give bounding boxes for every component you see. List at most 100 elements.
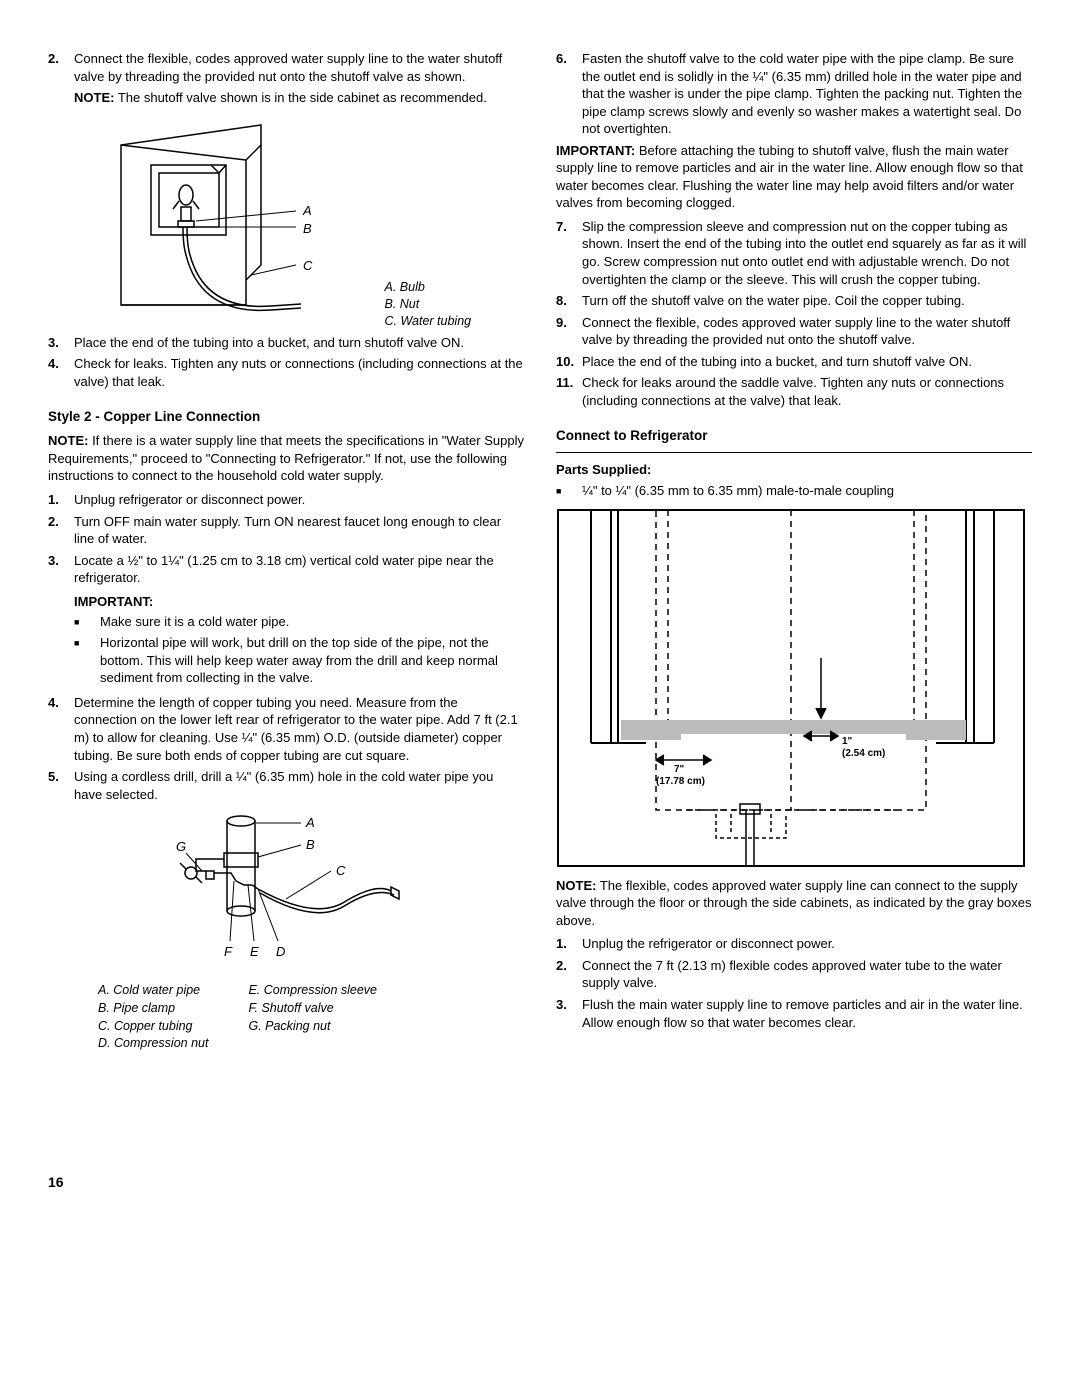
left-steps-top: 2. Connect the flexible, codes approved … xyxy=(48,50,524,85)
important-bullets: Make sure it is a cold water pipe. Horiz… xyxy=(74,613,524,687)
list-item: 5.Using a cordless drill, drill a ¼" (6.… xyxy=(48,768,524,803)
right-note: NOTE: The flexible, codes approved water… xyxy=(556,877,1032,930)
important-label: IMPORTANT: xyxy=(556,143,635,158)
parts-title: Parts Supplied: xyxy=(556,461,1032,479)
step-num: 2. xyxy=(48,50,74,85)
step-text: Turn OFF main water supply. Turn ON near… xyxy=(74,513,524,548)
step-num: 4. xyxy=(48,355,74,390)
step-2: 2. Connect the flexible, codes approved … xyxy=(48,50,524,85)
style2-title: Style 2 - Copper Line Connection xyxy=(48,408,524,426)
svg-text:(2.54 cm): (2.54 cm) xyxy=(842,748,885,759)
parts-bullets: ¼" to ¼" (6.35 mm to 6.35 mm) male-to-ma… xyxy=(556,482,1032,500)
legend-col-right: E. Compression sleeve F. Shutoff valve G… xyxy=(248,982,377,1054)
page: 2. Connect the flexible, codes approved … xyxy=(48,50,1032,1192)
list-item: 10.Place the end of the tubing into a bu… xyxy=(556,353,1032,371)
page-number: 16 xyxy=(48,1173,524,1192)
list-item: 11.Check for leaks around the saddle val… xyxy=(556,374,1032,409)
figure-2-legend: A. Cold water pipe B. Pipe clamp C. Copp… xyxy=(98,982,524,1054)
step-4: 4. Check for leaks. Tighten any nuts or … xyxy=(48,355,524,390)
right-column: 6.Fasten the shutoff valve to the cold w… xyxy=(556,50,1032,1192)
legend-line: A. Cold water pipe xyxy=(98,982,208,999)
left-column: 2. Connect the flexible, codes approved … xyxy=(48,50,524,1192)
section-rule xyxy=(556,452,1032,453)
legend-line: B. Pipe clamp xyxy=(98,1000,208,1017)
step-num: 2. xyxy=(556,957,582,992)
note-text: The flexible, codes approved water suppl… xyxy=(556,878,1032,928)
svg-text:F: F xyxy=(224,944,233,959)
list-item: 1.Unplug the refrigerator or disconnect … xyxy=(556,935,1032,953)
legend-line: E. Compression sleeve xyxy=(248,982,377,999)
step-text: Using a cordless drill, drill a ¼" (6.35… xyxy=(74,768,524,803)
step-num: 3. xyxy=(556,996,582,1031)
list-item: 2.Connect the 7 ft (2.13 m) flexible cod… xyxy=(556,957,1032,992)
legend-line: D. Compression nut xyxy=(98,1035,208,1052)
step-text: Determine the length of copper tubing yo… xyxy=(74,694,524,764)
step-text: Place the end of the tubing into a bucke… xyxy=(582,353,1032,371)
note-label: NOTE: xyxy=(74,90,114,105)
bullet-item: ¼" to ¼" (6.35 mm to 6.35 mm) male-to-ma… xyxy=(556,482,1032,500)
step-num: 2. xyxy=(48,513,74,548)
figure-3: 1" (2.54 cm) 7" (17.78 cm) xyxy=(556,508,1032,873)
list-item: 3.Locate a ½" to 1¼" (1.25 cm to 3.18 cm… xyxy=(48,552,524,690)
list-item: 9.Connect the flexible, codes approved w… xyxy=(556,314,1032,349)
fig1-label-a: A xyxy=(302,203,312,218)
style2-note: NOTE: If there is a water supply line th… xyxy=(48,432,524,485)
caption-line: B. Nut xyxy=(385,296,472,313)
step-text: Unplug refrigerator or disconnect power. xyxy=(74,491,524,509)
step-num: 3. xyxy=(48,552,74,690)
step-text: Connect the flexible, codes approved wat… xyxy=(74,50,524,85)
step-text: Check for leaks. Tighten any nuts or con… xyxy=(74,355,524,390)
legend-line: C. Copper tubing xyxy=(98,1018,208,1035)
step-num: 3. xyxy=(48,334,74,352)
note-text: The shutoff valve shown is in the side c… xyxy=(114,90,486,105)
svg-text:B: B xyxy=(306,837,315,852)
list-item: 3.Flush the main water supply line to re… xyxy=(556,996,1032,1031)
step-text: Unplug the refrigerator or disconnect po… xyxy=(582,935,1032,953)
right-steps-1: 6.Fasten the shutoff valve to the cold w… xyxy=(556,50,1032,138)
step-text: Flush the main water supply line to remo… xyxy=(582,996,1032,1031)
svg-text:A: A xyxy=(305,815,315,830)
svg-text:7": 7" xyxy=(674,764,685,775)
step-6: 6.Fasten the shutoff valve to the cold w… xyxy=(556,50,1032,138)
step-num: 11. xyxy=(556,374,582,409)
step-text: Connect the flexible, codes approved wat… xyxy=(582,314,1032,349)
fig1-label-b: B xyxy=(303,221,312,236)
step-num: 7. xyxy=(556,218,582,288)
svg-text:1": 1" xyxy=(842,736,853,747)
step-num: 9. xyxy=(556,314,582,349)
step-num: 8. xyxy=(556,292,582,310)
step-num: 1. xyxy=(48,491,74,509)
note-label: NOTE: xyxy=(48,433,88,448)
figure-1: A B C A. Bulb B. Nut C. Water tubing xyxy=(48,115,524,330)
figure-1-caption: A. Bulb B. Nut C. Water tubing xyxy=(385,279,472,330)
legend-col-left: A. Cold water pipe B. Pipe clamp C. Copp… xyxy=(98,982,208,1054)
step-text: Fasten the shutoff valve to the cold wat… xyxy=(582,50,1032,138)
svg-text:(17.78 cm): (17.78 cm) xyxy=(656,776,705,787)
step-text: Slip the compression sleeve and compress… xyxy=(582,218,1032,288)
note-1: NOTE: The shutoff valve shown is in the … xyxy=(48,89,524,107)
step-text: Place the end of the tubing into a bucke… xyxy=(74,334,524,352)
important-label: IMPORTANT: xyxy=(74,593,524,611)
list-item: 1.Unplug refrigerator or disconnect powe… xyxy=(48,491,524,509)
note-label: NOTE: xyxy=(556,878,596,893)
figure-2: A B C D E F G xyxy=(48,811,524,976)
style2-steps: 1.Unplug refrigerator or disconnect powe… xyxy=(48,491,524,803)
right-important: IMPORTANT: Before attaching the tubing t… xyxy=(556,142,1032,212)
step-num: 4. xyxy=(48,694,74,764)
step-num: 5. xyxy=(48,768,74,803)
right-steps-3: 1.Unplug the refrigerator or disconnect … xyxy=(556,935,1032,1031)
bullet-item: Make sure it is a cold water pipe. xyxy=(74,613,524,631)
legend-line: G. Packing nut xyxy=(248,1018,377,1035)
legend-line: F. Shutoff valve xyxy=(248,1000,377,1017)
step-3: 3. Place the end of the tubing into a bu… xyxy=(48,334,524,352)
svg-text:C: C xyxy=(336,863,346,878)
bullet-item: Horizontal pipe will work, but drill on … xyxy=(74,634,524,687)
list-item: 2.Turn OFF main water supply. Turn ON ne… xyxy=(48,513,524,548)
svg-text:G: G xyxy=(176,839,186,854)
list-item: 8.Turn off the shutoff valve on the wate… xyxy=(556,292,1032,310)
list-item: 7.Slip the compression sleeve and compre… xyxy=(556,218,1032,288)
svg-text:E: E xyxy=(250,944,259,959)
svg-text:D: D xyxy=(276,944,285,959)
step-num: 6. xyxy=(556,50,582,138)
step-text: Check for leaks around the saddle valve.… xyxy=(582,374,1032,409)
